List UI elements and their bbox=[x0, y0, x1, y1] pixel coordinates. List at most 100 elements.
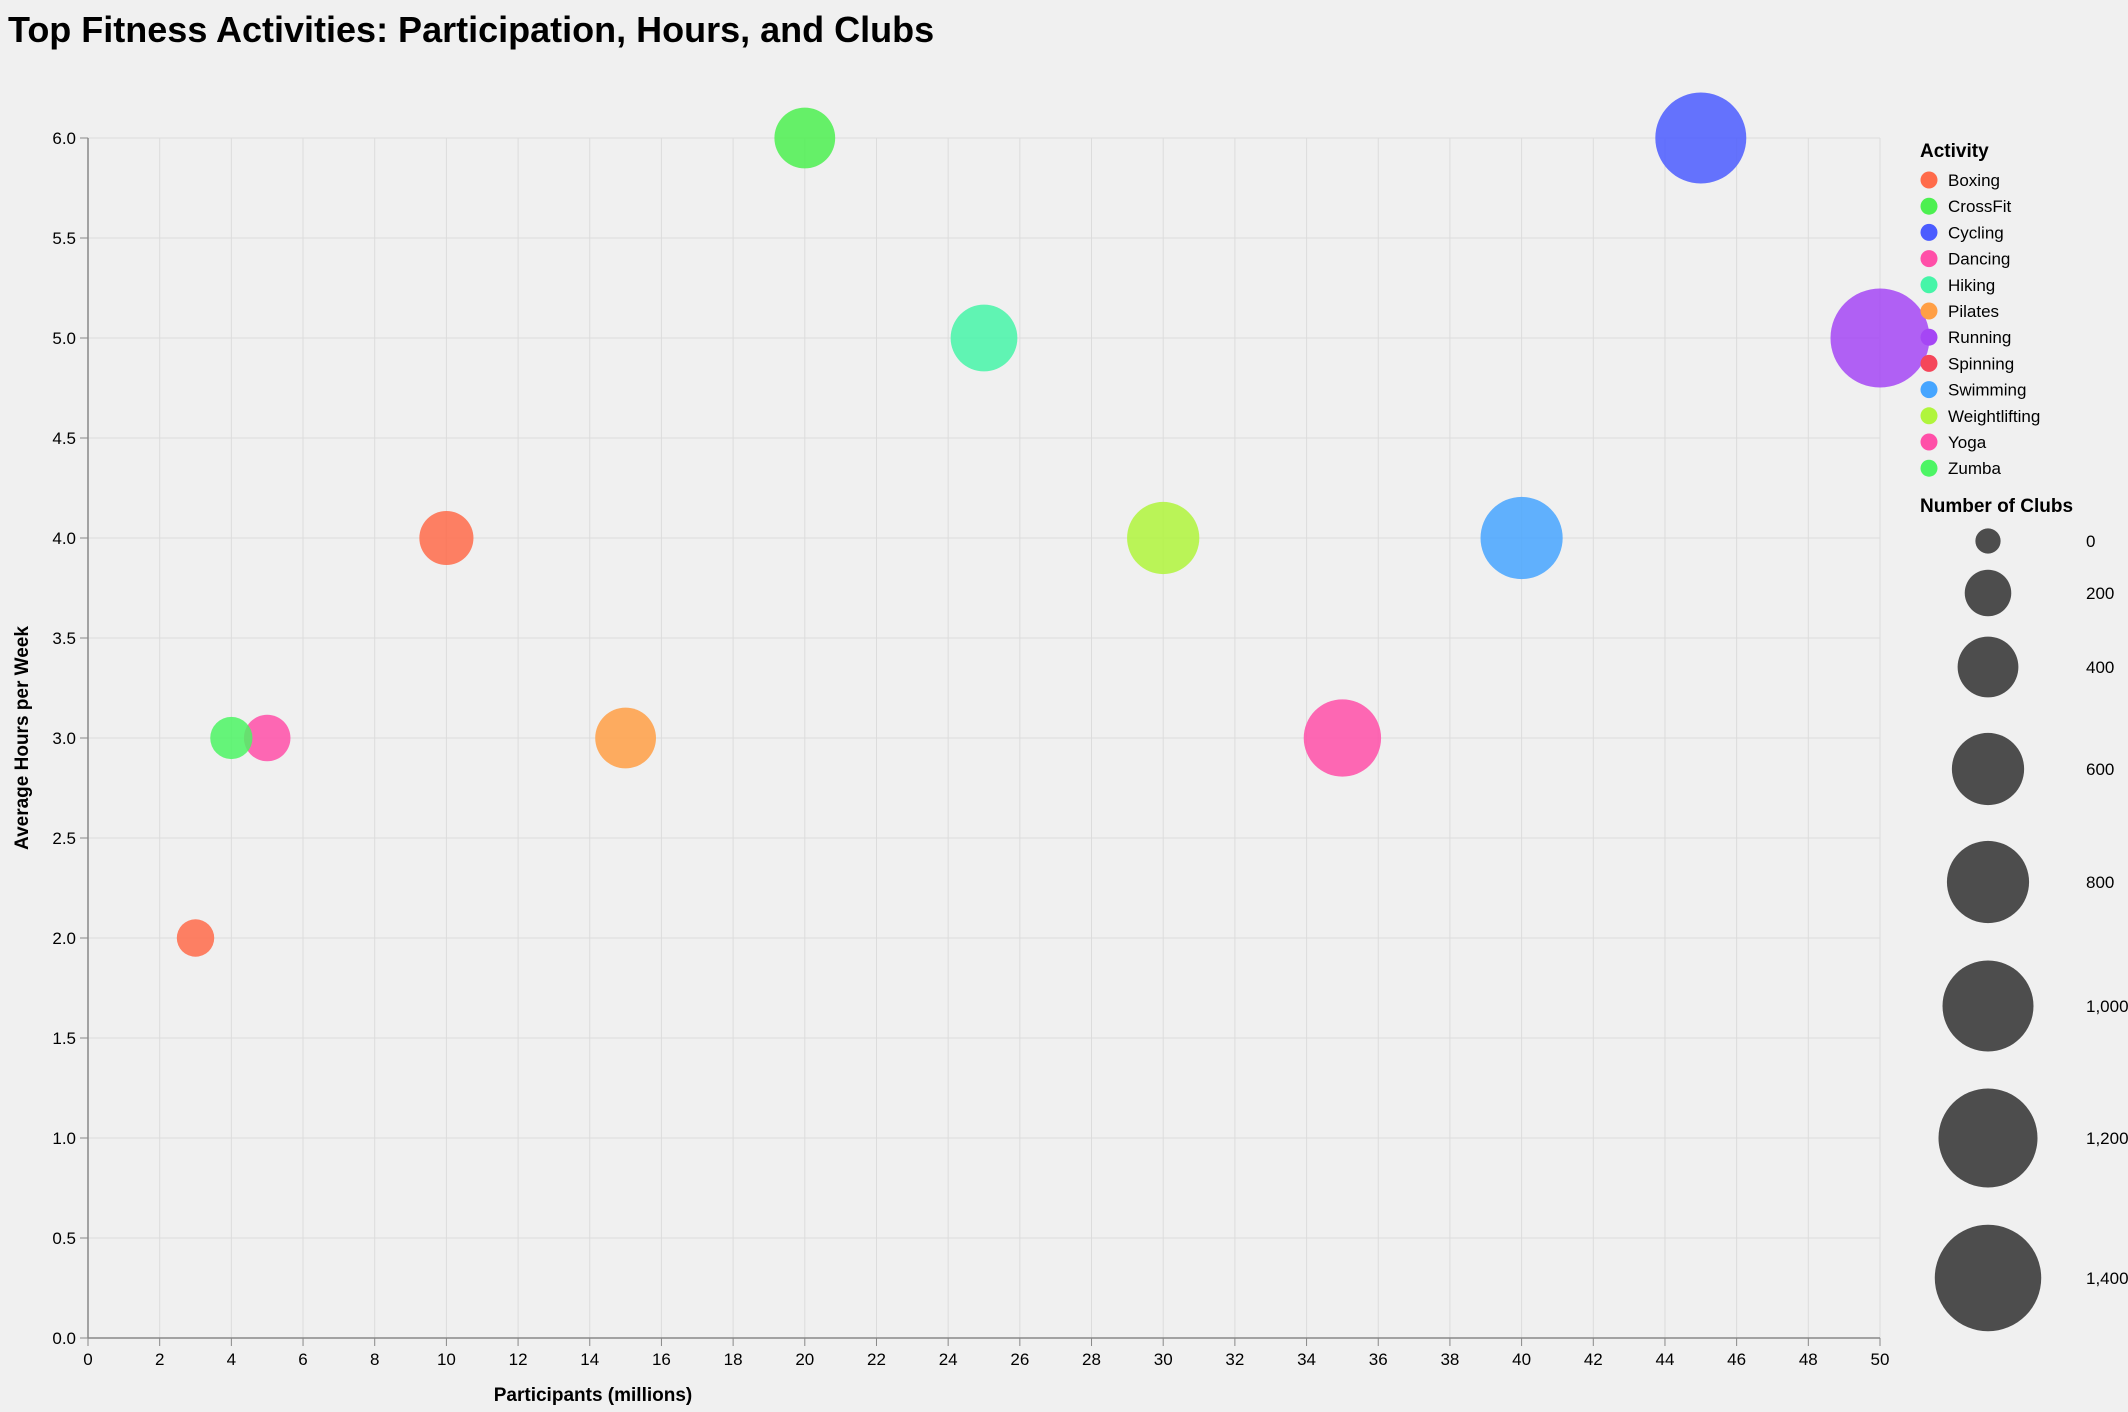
size-legend-circle bbox=[1951, 732, 2025, 806]
size-legend-label: 1,200 bbox=[2086, 1129, 2128, 1148]
bubble-spinning[interactable] bbox=[176, 919, 215, 957]
legend-swatch-running bbox=[1920, 328, 1938, 346]
bubble-hiking[interactable] bbox=[950, 304, 1018, 372]
y-tick-label: 5.0 bbox=[52, 329, 76, 348]
size-legend-circle bbox=[1964, 569, 2012, 617]
legend-label-cycling: Cycling bbox=[1948, 223, 2004, 242]
size-legend-circle bbox=[1942, 960, 2034, 1052]
x-tick-label: 6 bbox=[298, 1350, 307, 1369]
bubble-swimming[interactable] bbox=[1480, 496, 1563, 580]
y-tick-label: 6.0 bbox=[52, 129, 76, 148]
legend-label-crossfit: CrossFit bbox=[1948, 197, 2012, 216]
color-legend-title: Activity bbox=[1920, 141, 1989, 162]
x-tick-label: 18 bbox=[724, 1350, 743, 1369]
x-tick-label: 10 bbox=[437, 1350, 456, 1369]
x-tick-label: 44 bbox=[1655, 1350, 1674, 1369]
size-legend-circle bbox=[1975, 528, 2001, 554]
bubble-crossfit[interactable] bbox=[774, 107, 836, 169]
y-tick-label: 1.5 bbox=[52, 1029, 76, 1048]
size-legend-label: 800 bbox=[2086, 873, 2114, 892]
legend-swatch-crossfit bbox=[1920, 197, 1938, 215]
bubble-dancing[interactable] bbox=[243, 714, 291, 762]
size-legend-label: 1,000 bbox=[2086, 997, 2128, 1016]
bubble-pilates[interactable] bbox=[595, 707, 656, 769]
size-legend-title: Number of Clubs bbox=[1920, 496, 2073, 517]
legend-label-spinning: Spinning bbox=[1948, 354, 2014, 373]
size-legend-circle bbox=[1934, 1224, 2042, 1332]
x-tick-label: 20 bbox=[795, 1350, 814, 1369]
legend-label-running: Running bbox=[1948, 328, 2011, 347]
legend-label-dancing: Dancing bbox=[1948, 250, 2010, 269]
bubble-zumba[interactable] bbox=[210, 716, 253, 760]
y-tick-label: 0.5 bbox=[52, 1229, 76, 1248]
y-tick-label: 0.0 bbox=[52, 1329, 76, 1348]
grid bbox=[87, 137, 1881, 1339]
x-tick-label: 48 bbox=[1799, 1350, 1818, 1369]
legend-swatch-yoga bbox=[1920, 433, 1938, 451]
legend-swatch-pilates bbox=[1920, 302, 1938, 320]
legend-swatch-boxing bbox=[1920, 171, 1938, 189]
legend-label-zumba: Zumba bbox=[1948, 459, 2001, 478]
legend-label-weightlifting: Weightlifting bbox=[1948, 407, 2040, 426]
legend-label-hiking: Hiking bbox=[1948, 276, 1995, 295]
legend-label-swimming: Swimming bbox=[1948, 381, 2026, 400]
bubble-running[interactable] bbox=[1830, 288, 1930, 388]
legend-swatch-hiking bbox=[1920, 276, 1938, 294]
y-tick-label: 1.0 bbox=[52, 1129, 76, 1148]
x-tick-label: 2 bbox=[155, 1350, 164, 1369]
bubble-yoga[interactable] bbox=[1303, 699, 1382, 777]
y-tick-label: 5.5 bbox=[52, 229, 76, 248]
size-legend-circle bbox=[1946, 840, 2030, 924]
axes: 0 2 4 6 8 10 12 14 16 18 20 22 24 26 28 30 32 34 36 38 40 42 4… bbox=[52, 129, 1889, 1369]
legend-swatch-swimming bbox=[1920, 381, 1938, 399]
x-tick-label: 40 bbox=[1512, 1350, 1531, 1369]
size-legend-circle bbox=[1957, 636, 2019, 698]
bubble-weightlifting[interactable] bbox=[1127, 501, 1200, 575]
y-tick-label: 2.5 bbox=[52, 829, 76, 848]
bubble-cycling[interactable] bbox=[1655, 92, 1747, 184]
x-tick-label: 34 bbox=[1297, 1350, 1316, 1369]
legend-swatch-spinning bbox=[1920, 354, 1938, 372]
legend-swatch-cycling bbox=[1920, 223, 1938, 241]
size-legend-circle bbox=[1938, 1088, 2038, 1188]
x-tick-label: 32 bbox=[1225, 1350, 1244, 1369]
legend-swatch-zumba bbox=[1920, 459, 1938, 477]
legend-swatch-weightlifting bbox=[1920, 407, 1938, 425]
legend-swatch-dancing bbox=[1920, 250, 1938, 268]
legend-label-pilates: Pilates bbox=[1948, 302, 1999, 321]
y-tick-label: 4.0 bbox=[52, 529, 76, 548]
size-legend-label: 600 bbox=[2086, 760, 2114, 779]
legend: Activity Boxing CrossFit Cycling Dancing Hik… bbox=[1920, 141, 2128, 1332]
x-tick-label: 50 bbox=[1871, 1350, 1890, 1369]
bubbles bbox=[176, 92, 1930, 957]
legend-label-boxing: Boxing bbox=[1948, 171, 2000, 190]
size-legend-label: 400 bbox=[2086, 658, 2114, 677]
x-tick-label: 46 bbox=[1727, 1350, 1746, 1369]
x-tick-label: 12 bbox=[509, 1350, 528, 1369]
legend-label-yoga: Yoga bbox=[1948, 433, 1987, 452]
size-legend-label: 200 bbox=[2086, 584, 2114, 603]
x-tick-label: 30 bbox=[1154, 1350, 1173, 1369]
y-tick-label: 2.0 bbox=[52, 929, 76, 948]
x-tick-label: 0 bbox=[83, 1350, 92, 1369]
x-tick-label: 26 bbox=[1010, 1350, 1029, 1369]
x-tick-label: 16 bbox=[652, 1350, 671, 1369]
y-tick-label: 4.5 bbox=[52, 429, 76, 448]
bubble-boxing[interactable] bbox=[419, 510, 474, 566]
y-tick-label: 3.0 bbox=[52, 729, 76, 748]
x-tick-label: 38 bbox=[1440, 1350, 1459, 1369]
x-tick-label: 42 bbox=[1584, 1350, 1603, 1369]
size-legend-label: 1,400 bbox=[2086, 1269, 2128, 1288]
x-tick-label: 22 bbox=[867, 1350, 886, 1369]
y-axis-title: Average Hours per Week bbox=[12, 626, 33, 850]
x-tick-label: 8 bbox=[370, 1350, 379, 1369]
size-legend-label: 0 bbox=[2086, 532, 2095, 551]
y-tick-label: 3.5 bbox=[52, 629, 76, 648]
x-tick-label: 4 bbox=[227, 1350, 236, 1369]
x-tick-label: 36 bbox=[1369, 1350, 1388, 1369]
x-tick-label: 14 bbox=[580, 1350, 599, 1369]
x-axis-title: Participants (millions) bbox=[494, 1385, 692, 1406]
x-tick-label: 24 bbox=[939, 1350, 958, 1369]
chart-title: Top Fitness Activities: Participation, H… bbox=[8, 9, 934, 50]
